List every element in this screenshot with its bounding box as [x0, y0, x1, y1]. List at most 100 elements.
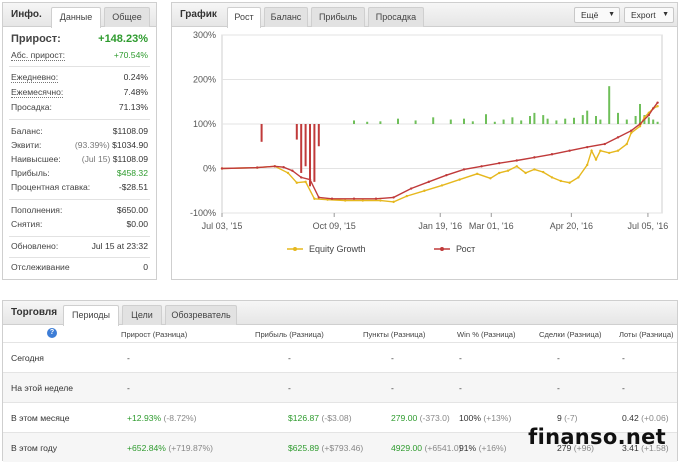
col-header-profit: Прибыль (Разница): [255, 330, 324, 339]
tracking-label: Отслеживание: [11, 262, 70, 272]
cell-value: -: [622, 383, 625, 393]
interest-label: Процентная ставка:: [11, 182, 91, 192]
cell-value: -: [288, 383, 291, 393]
tab-profit[interactable]: Прибыль: [311, 7, 365, 27]
row-label: В этом году: [11, 443, 58, 453]
series-point: [559, 179, 562, 183]
profit-bar: [379, 121, 382, 124]
tab-drawdown[interactable]: Просадка: [368, 7, 424, 27]
interest-value: -$28.51: [118, 182, 148, 192]
series-point: [568, 181, 571, 184]
monthly-label[interactable]: Ежемесячно:: [11, 87, 64, 98]
updated-row: Обновлено: Jul 15 at 23:32: [11, 241, 148, 255]
drawdown-label: Просадка:: [11, 102, 52, 112]
tab-goals[interactable]: Цели: [122, 305, 162, 325]
equity-note: (93.39%): [74, 140, 110, 150]
y-tick-label: 100%: [193, 119, 216, 129]
table-cell: -: [622, 353, 625, 363]
profit-label: Прибыль:: [11, 168, 50, 178]
highest-note: (Jul 15): [81, 154, 111, 164]
cell-value: $625.89: [288, 443, 320, 453]
series-point: [577, 176, 580, 179]
series-point: [515, 165, 518, 168]
series-point: [304, 180, 307, 184]
daily-label[interactable]: Ежедневно:: [11, 72, 59, 83]
cell-value: -: [557, 383, 560, 393]
trading-panel: Торговля Периоды Цели Обозреватель ? При…: [2, 300, 678, 462]
series-point: [480, 165, 483, 168]
profit-bar: [493, 121, 496, 124]
profit-bar: [533, 112, 536, 124]
tab-growth[interactable]: Рост: [227, 7, 261, 28]
cell-value: 91%: [459, 443, 477, 453]
tab-info-general[interactable]: Общее: [104, 7, 150, 27]
profit-bar: [511, 117, 514, 124]
profit-value: $458.32: [116, 168, 148, 178]
profit-bar: [471, 121, 474, 124]
table-row: Сегодня - - - - - -: [3, 342, 677, 372]
monthly-row: Ежемесячно: 7.48%: [11, 87, 148, 101]
col-header-pips: Пункты (Разница): [363, 330, 426, 339]
cell-diff: (-373.0): [417, 413, 450, 423]
series-point: [630, 129, 633, 132]
table-cell: $126.87 (-$3.08): [288, 413, 352, 423]
cell-value: 279: [557, 443, 572, 453]
series-point: [638, 122, 642, 126]
divider: [9, 199, 150, 200]
series-point: [220, 167, 224, 170]
series-point: [643, 116, 646, 119]
cell-value: 100%: [459, 413, 481, 423]
profit-bar: [542, 115, 545, 124]
series-point: [524, 171, 527, 175]
series-point: [533, 156, 536, 159]
tab-browser[interactable]: Обозреватель: [165, 305, 237, 325]
cell-value: 3.41: [622, 443, 639, 453]
help-icon[interactable]: ?: [47, 328, 57, 338]
table-cell: +652.84% (+719.87%): [127, 443, 213, 453]
cell-value: +652.84%: [127, 443, 166, 453]
series-point: [550, 176, 554, 179]
table-cell: 91% (+16%): [459, 443, 507, 453]
highest-row: Наивысшее: (Jul 15) $1108.09: [11, 154, 148, 168]
col-header-lots: Лоты (Разница): [619, 330, 674, 339]
info-panel-header: Инфо. Данные Общее: [3, 3, 156, 28]
legend-label: Equity Growth: [309, 244, 366, 254]
profit-bar: [573, 117, 575, 124]
table-row: В этом году +652.84% (+719.87%) $625.89 (+…: [3, 432, 677, 462]
profit-bar: [625, 119, 628, 124]
equity-growth-line: [221, 105, 658, 203]
table-cell: 100% (+13%): [459, 413, 511, 423]
table-cell: -: [459, 353, 462, 363]
cell-value: 4929.00: [391, 443, 423, 453]
series-point: [498, 161, 501, 165]
cell-diff: (+6541.0): [422, 443, 462, 453]
highest-label: Наивысшее:: [11, 154, 61, 164]
cell-diff: (-$3.08): [319, 413, 352, 423]
series-point: [515, 159, 518, 162]
tab-info-data[interactable]: Данные: [51, 7, 101, 28]
series-point: [330, 197, 334, 200]
series-point: [590, 149, 593, 152]
series-point: [352, 197, 356, 200]
abs-growth-label[interactable]: Абс. прирост:: [11, 50, 66, 61]
profit-bar: [581, 115, 584, 124]
legend-label: Рост: [456, 244, 475, 254]
tab-balance[interactable]: Баланс: [264, 7, 308, 27]
export-dropdown[interactable]: Export ▼: [624, 7, 674, 23]
series-point: [374, 197, 378, 200]
tab-periods[interactable]: Периоды: [63, 305, 119, 326]
cell-diff: (+719.87%): [165, 443, 214, 453]
table-cell: 4929.00 (+6541.0): [391, 443, 462, 453]
series-point: [498, 171, 501, 175]
x-tick-label: Jan 19, '16: [418, 221, 462, 231]
profit-bar: [656, 121, 659, 124]
more-dropdown[interactable]: Ещё ▼: [574, 7, 620, 23]
cell-value: -: [127, 383, 130, 393]
col-header-trades: Сделки (Разница): [539, 330, 602, 339]
series-point: [638, 125, 642, 128]
profit-bar: [309, 124, 311, 187]
table-row: В этом месяце +12.93% (-8.72%) $126.87 (-$…: [3, 402, 677, 432]
x-axis-ticks: Jul 03, '15 Oct 09, '15 Jan 19, '16 Mar 01,…: [202, 221, 669, 231]
withdrawals-label: Снятия:: [11, 219, 43, 229]
x-tick-label: Oct 09, '15: [313, 221, 356, 231]
